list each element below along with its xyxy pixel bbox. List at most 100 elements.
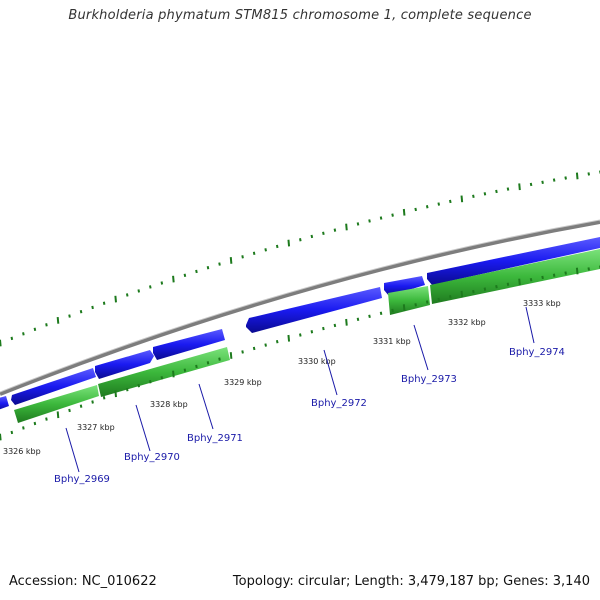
tick-mark (206, 266, 210, 270)
tick-mark (310, 330, 314, 334)
tick-mark (172, 370, 175, 378)
tick-mark (414, 207, 417, 212)
tick-mark (552, 178, 556, 182)
tick-mark (587, 172, 591, 176)
tick-mark (333, 228, 337, 232)
tick-mark (275, 339, 279, 344)
tick-mark (402, 304, 406, 312)
tick-mark (495, 284, 498, 289)
tick-mark (33, 421, 37, 426)
tick-mark (102, 301, 106, 305)
gene-label-bphy-2970[interactable]: Bphy_2970 (124, 452, 180, 463)
tick-mark (125, 293, 129, 297)
gene-label-bphy-2972[interactable]: Bphy_2972 (311, 398, 367, 409)
tick-mark (264, 248, 267, 252)
tick-mark (10, 430, 14, 435)
tick-mark (414, 303, 417, 307)
tick-mark (483, 192, 487, 196)
tick-mark (437, 297, 441, 302)
tick-mark (345, 223, 348, 231)
tick-mark (449, 199, 452, 204)
tick-mark (379, 311, 383, 316)
gene-feature[interactable] (11, 368, 96, 405)
tick-mark (22, 426, 25, 430)
scale-label: 3329 kbp (224, 378, 262, 387)
tick-mark (218, 262, 221, 266)
gene-label-bphy-2969[interactable]: Bphy_2969 (54, 474, 110, 485)
gene-feature[interactable] (0, 396, 9, 411)
tick-mark (0, 433, 2, 441)
cds-feature[interactable] (98, 347, 230, 397)
tick-mark (79, 404, 83, 408)
tick-mark (160, 376, 164, 380)
scale-label: 3331 kbp (373, 337, 411, 346)
tick-mark (322, 326, 325, 331)
tick-mark (252, 346, 256, 351)
tick-mark (333, 323, 337, 328)
tick-mark (575, 267, 579, 275)
tick-mark (483, 287, 487, 291)
tick-mark (495, 189, 498, 194)
gene-label-bphy-2974[interactable]: Bphy_2974 (509, 347, 565, 358)
tick-mark (518, 278, 521, 286)
tick-mark (402, 208, 406, 216)
tick-mark (149, 380, 152, 384)
tick-mark (241, 255, 244, 259)
tick-mark (287, 239, 291, 247)
accession-text: Accession: NC_010622 (9, 574, 157, 589)
tick-mark (541, 180, 544, 184)
cds-feature[interactable] (388, 286, 430, 315)
tick-mark (252, 251, 256, 256)
scale-label: 3327 kbp (77, 423, 115, 432)
tick-mark (299, 238, 302, 242)
gene-label-bphy-2973[interactable]: Bphy_2973 (401, 374, 457, 385)
tick-mark (56, 411, 60, 419)
gene-label-bphy-2971[interactable]: Bphy_2971 (187, 433, 243, 444)
tick-mark (506, 187, 510, 191)
tick-mark (575, 172, 579, 180)
tick-mark (68, 314, 71, 318)
tick-mark (195, 269, 198, 274)
tick-mark (68, 408, 71, 413)
gene-feature[interactable] (384, 276, 425, 296)
tick-mark (229, 257, 233, 264)
tick-mark (183, 273, 187, 277)
gene-feature[interactable] (95, 350, 154, 379)
tick-mark (160, 281, 164, 285)
tick-mark (449, 295, 452, 299)
tick-mark (310, 234, 314, 239)
tick-mark (0, 339, 2, 347)
tick-mark (506, 282, 510, 286)
tick-mark (368, 219, 371, 223)
scale-label: 3330 kbp (298, 357, 336, 366)
tick-mark (45, 323, 48, 327)
tick-mark (379, 216, 383, 220)
tick-mark (345, 318, 348, 326)
scale-label: 3333 kbp (523, 299, 561, 308)
tick-mark (541, 275, 544, 280)
tick-mark (79, 310, 83, 314)
tick-mark (10, 336, 14, 341)
cds-feature[interactable] (14, 385, 99, 423)
tick-mark (137, 384, 141, 388)
tick-mark (218, 357, 221, 361)
tick-mark (587, 267, 591, 271)
tick-mark (56, 316, 60, 324)
tick-mark (91, 400, 94, 404)
tick-mark (356, 317, 360, 321)
tick-mark (137, 289, 141, 293)
gene-feature[interactable] (246, 287, 382, 333)
tick-mark (472, 194, 475, 199)
tick-mark (299, 333, 302, 337)
tick-mark (529, 182, 533, 187)
tick-mark (125, 388, 129, 392)
tick-mark (172, 275, 175, 283)
outer-tick-ring (0, 170, 600, 347)
gene-feature[interactable] (427, 237, 600, 285)
genome-summary-text: Topology: circular; Length: 3,479,187 bp… (232, 574, 590, 589)
gene-feature[interactable] (153, 329, 225, 360)
tick-mark (264, 343, 267, 347)
tick-mark (195, 364, 198, 369)
tick-mark (460, 195, 464, 203)
